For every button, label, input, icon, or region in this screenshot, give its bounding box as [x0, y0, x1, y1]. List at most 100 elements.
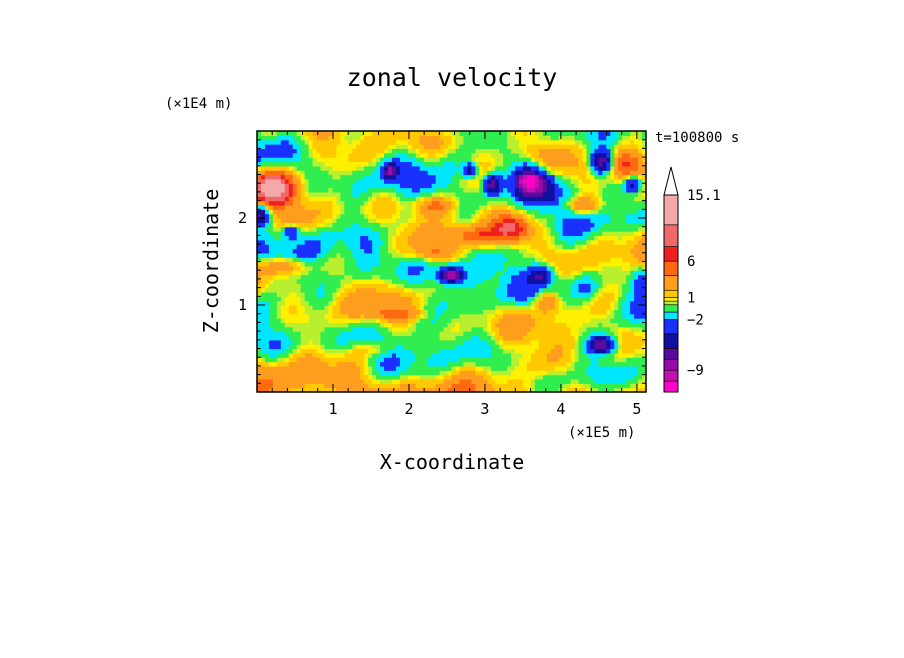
field-cell [268, 178, 274, 184]
field-cell [276, 265, 282, 271]
field-cell [356, 226, 361, 232]
field-cell [507, 335, 512, 341]
field-cell [419, 187, 425, 193]
field-cell [491, 357, 496, 363]
field-cell [582, 252, 588, 258]
field-cell [522, 274, 528, 280]
field-cell [570, 218, 576, 223]
field-cell [626, 191, 631, 197]
field-cell [503, 252, 508, 258]
field-cell [562, 231, 568, 236]
field-cell [590, 231, 595, 236]
field-cell [356, 322, 361, 328]
field-cell [260, 235, 266, 241]
field-cell [312, 270, 318, 276]
field-cell [300, 231, 306, 236]
field-cell [352, 248, 357, 254]
field-cell [316, 244, 322, 250]
field-cell [431, 187, 437, 193]
field-cell [606, 218, 611, 223]
field-cell [316, 344, 322, 350]
field-cell [522, 335, 528, 341]
field-cell [610, 283, 615, 289]
field-cell [594, 348, 599, 354]
field-cell [475, 239, 480, 245]
field-cell [483, 365, 488, 371]
field-cell [475, 248, 480, 254]
field-cell [511, 239, 516, 245]
field-cell [526, 226, 532, 232]
field-cell [356, 244, 361, 250]
field-cell [642, 248, 646, 254]
field-cell [380, 261, 385, 267]
field-cell [372, 174, 377, 180]
field-cell [399, 378, 405, 384]
field-cell [487, 170, 492, 176]
field-cell [542, 326, 548, 332]
field-cell [257, 278, 262, 284]
field-cell [384, 278, 389, 284]
field-cell [574, 196, 580, 202]
field-cell [590, 322, 595, 328]
field-cell [638, 344, 643, 350]
field-cell [431, 331, 437, 337]
field-cell [276, 183, 282, 189]
field-cell [594, 174, 599, 180]
field-cell [411, 300, 417, 306]
field-cell [526, 265, 532, 271]
field-cell [328, 235, 334, 241]
field-cell [634, 322, 639, 328]
field-cell [618, 244, 623, 250]
field-cell [522, 196, 528, 202]
field-cell [622, 309, 627, 315]
field-cell [610, 235, 615, 241]
field-cell [447, 361, 453, 367]
field-cell [614, 291, 619, 297]
field-cell [336, 326, 341, 332]
field-cell [280, 178, 286, 184]
field-cell [431, 383, 437, 389]
field-cell [260, 305, 266, 310]
field-cell [340, 274, 345, 280]
field-cell [642, 187, 646, 193]
field-cell [622, 226, 627, 232]
field-cell [463, 365, 468, 371]
field-cell [594, 170, 599, 176]
field-cell [332, 309, 337, 315]
field-cell [395, 374, 401, 380]
field-cell [610, 191, 615, 197]
field-cell [451, 248, 457, 254]
field-cell [503, 244, 508, 250]
field-cell [586, 287, 592, 293]
field-cell [399, 352, 405, 358]
field-cell [590, 170, 595, 176]
field-cell [260, 278, 266, 284]
field-cell [391, 305, 397, 310]
field-cell [431, 291, 437, 297]
field-cell [534, 287, 540, 293]
field-cell [566, 300, 572, 306]
field-cell [380, 178, 385, 184]
field-cell [372, 204, 377, 210]
field-cell [360, 361, 365, 367]
field-cell [328, 309, 334, 315]
field-cell [538, 183, 544, 189]
field-cell [304, 313, 310, 319]
field-cell [630, 187, 635, 193]
field-cell [324, 387, 330, 392]
field-cell [451, 170, 457, 176]
field-cell [296, 322, 302, 328]
field-cell [288, 365, 294, 371]
field-cell [292, 318, 298, 323]
field-cell [272, 178, 278, 184]
field-cell [257, 187, 262, 193]
field-cell [638, 235, 643, 241]
field-cell [324, 339, 330, 345]
field-cell [384, 226, 389, 232]
field-cell [348, 352, 353, 358]
field-cell [495, 209, 500, 215]
field-cell [518, 183, 524, 189]
field-cell [530, 370, 536, 376]
field-cell [550, 313, 556, 319]
field-cell [475, 274, 480, 280]
